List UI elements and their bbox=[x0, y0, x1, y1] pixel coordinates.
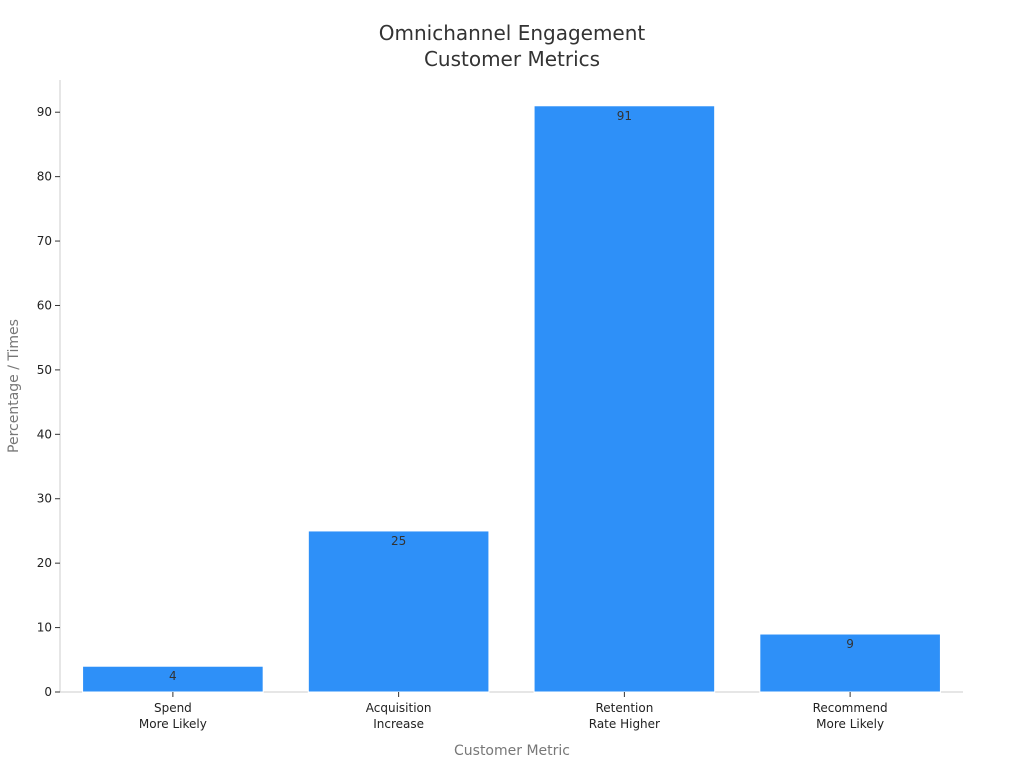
y-tick-label: 80 bbox=[37, 170, 52, 184]
bars bbox=[82, 105, 941, 693]
y-tick-label: 30 bbox=[37, 492, 52, 506]
chart-title-line-2: Customer Metrics bbox=[424, 47, 600, 71]
y-tick-label: 0 bbox=[44, 685, 52, 699]
x-axis-title: Customer Metric bbox=[454, 743, 570, 759]
y-axis-ticks: 0 10 20 30 40 50 60 70 80 90 bbox=[37, 105, 60, 699]
y-tick-label: 40 bbox=[37, 427, 52, 441]
x-category-label: Spend bbox=[154, 701, 192, 715]
chart-title: Omnichannel Engagement Customer Metrics bbox=[379, 21, 646, 71]
y-tick-label: 10 bbox=[37, 621, 52, 635]
bar-data-label: 4 bbox=[169, 669, 177, 683]
y-tick-label: 90 bbox=[37, 105, 52, 119]
x-category-label: More Likely bbox=[139, 717, 207, 731]
chart-title-line-1: Omnichannel Engagement bbox=[379, 21, 646, 45]
bar-data-label: 9 bbox=[846, 637, 854, 651]
x-axis-categories: Spend More Likely Acquisition Increase Reten… bbox=[139, 692, 888, 731]
bar bbox=[82, 665, 264, 693]
y-tick-label: 60 bbox=[37, 298, 52, 312]
axes bbox=[59, 80, 963, 693]
bar bbox=[759, 633, 941, 693]
bar bbox=[307, 530, 490, 693]
y-tick-label: 50 bbox=[37, 363, 52, 377]
x-category-label: Retention bbox=[595, 701, 653, 715]
y-tick-label: 70 bbox=[37, 234, 52, 248]
x-category-label: Increase bbox=[373, 717, 424, 731]
bar-data-label: 91 bbox=[617, 109, 632, 123]
y-tick-label: 20 bbox=[37, 556, 52, 570]
data-labels: 4 25 91 9 bbox=[169, 109, 854, 683]
x-category-label: More Likely bbox=[816, 717, 884, 731]
bar bbox=[533, 105, 716, 693]
x-category-label: Recommend bbox=[813, 701, 888, 715]
y-axis-title: Percentage / Times bbox=[6, 319, 22, 453]
bar-data-label: 25 bbox=[391, 534, 406, 548]
x-category-label: Rate Higher bbox=[589, 717, 660, 731]
x-category-label: Acquisition bbox=[366, 701, 432, 715]
